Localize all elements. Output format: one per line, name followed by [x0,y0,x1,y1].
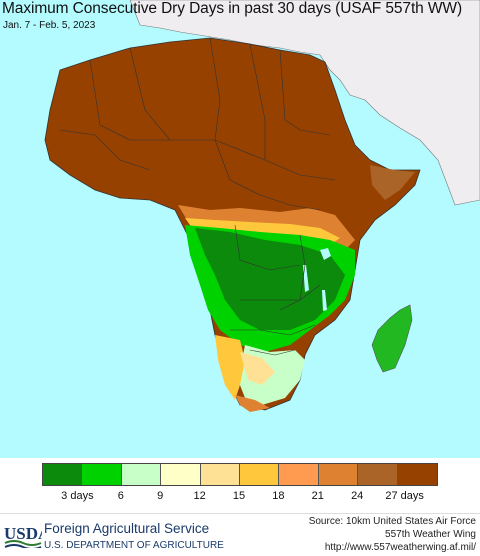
date-range: Jan. 7 - Feb. 5, 2023 [3,20,96,31]
map-area: Maximum Consecutive Dry Days in past 30 … [0,0,480,458]
legend-swatch [200,464,240,485]
legend-swatch [358,464,398,485]
legend-tick-label: 15 [232,490,246,502]
legend-tick-label: 24 [351,490,364,502]
legend-swatch [318,464,359,485]
map-title: Maximum Consecutive Dry Days in past 30 … [2,0,462,17]
lake-victoria [320,248,331,260]
legend-swatch [161,464,201,485]
usda-logo-icon: USDA [4,524,42,548]
legend-swatch [397,464,437,485]
eurasia-landmass [129,0,480,206]
country-borders [59,37,336,356]
legend-tick-label: 21 [311,490,324,502]
legend-tick-label: 9 [157,490,164,502]
namib-dry [215,335,245,400]
lake-malawi [322,290,327,311]
legend-swatch [239,464,280,485]
kalahari-mixed [240,352,275,385]
legend-tick-label: 3 days [61,490,94,502]
madagascar [371,304,413,373]
wettest-core [195,228,345,330]
legend-swatch [82,464,122,485]
africa-map [44,0,480,412]
color-legend [42,463,438,486]
cape-dry [235,395,270,412]
org-name: Foreign Agricultural Service [44,521,210,536]
source-line-2: 557th Weather Wing [385,529,476,540]
legend-tick-label: 12 [193,490,206,502]
legend-tick-label: 18 [272,490,285,502]
footer [0,513,480,556]
legend-tick-label: 27 days [385,490,424,502]
legend-tick-label: 6 [117,490,124,502]
usda-logo-text: USDA [4,524,42,543]
legend-swatch [121,464,162,485]
horn-tip [370,165,415,200]
source-url[interactable]: http://www.557weatherwing.af.mil/ [324,542,476,553]
legend-swatch [43,464,83,485]
dept-name: U.S. DEPARTMENT OF AGRICULTURE [44,540,224,551]
source-line-1: Source: 10km United States Air Force [308,516,476,527]
legend-swatch [279,464,319,485]
lake-tanganyika [303,265,309,292]
